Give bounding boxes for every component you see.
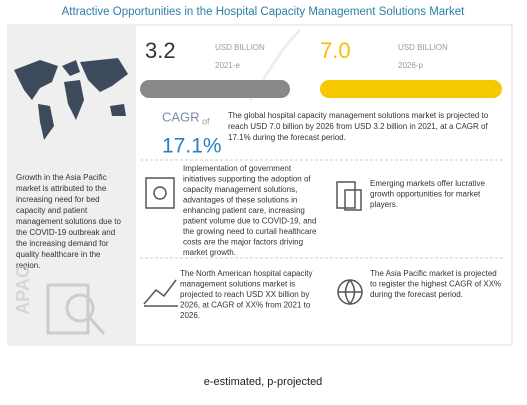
text-line: patient volume due to COVID-19, and — [183, 217, 316, 226]
left-text: Growth in the Asia Pacific market is attr… — [16, 173, 122, 270]
end-unit: USD BILLION — [398, 43, 448, 52]
start-bar — [140, 80, 290, 98]
text-line: advantages of these solutions in — [183, 196, 297, 205]
insights: Implementation of government initiatives … — [180, 164, 501, 320]
text-line: during the forecast period. — [370, 290, 463, 299]
text-line: quality healthcare in the — [16, 250, 101, 259]
text-line: the COVID-19 outbreak and — [16, 228, 115, 237]
text-line: region. — [16, 261, 40, 270]
text-line: initiatives supporting the adoption of — [183, 175, 311, 184]
text-line: growth opportunities for market — [370, 190, 481, 199]
text-line: players. — [370, 200, 398, 209]
text-line: to register the highest CAGR of XX% — [370, 280, 501, 289]
text-line: the growing need to curtail healthcare — [183, 227, 317, 236]
text-line: The North American hospital capacity — [180, 269, 313, 278]
title: Attractive Opportunities in the Hospital… — [62, 6, 466, 18]
text-line: management solutions market is — [180, 280, 295, 289]
cagr-value: 17.1% — [162, 135, 222, 158]
text-line: The global hospital capacity management … — [228, 111, 489, 120]
text-line: projected to reach USD XX billion by — [180, 290, 309, 299]
text-line: 2026, at CAGR of XX% from 2021 to — [180, 301, 311, 310]
magnifier-icon — [46, 283, 106, 335]
end-bar — [320, 80, 502, 98]
text-line: capacity and patient — [16, 206, 88, 215]
end-year: 2026-p — [398, 61, 423, 70]
text-line: market is attributed to the — [16, 184, 107, 193]
text-line: management solutions due to — [16, 217, 122, 226]
text-line: increasing need for bed — [16, 195, 100, 204]
text-line: 2026. — [180, 311, 200, 320]
world-map — [14, 58, 128, 140]
footnote: e-estimated, p-projected — [204, 376, 323, 388]
text-line: market growth. — [183, 248, 236, 257]
apac-label: APAC — [13, 265, 33, 315]
text-line: Implementation of government — [183, 164, 292, 173]
cagr-of: of — [202, 116, 210, 126]
end-value: 7.0 — [320, 38, 351, 63]
text-line: 17.1% during the forecast period. — [228, 133, 346, 142]
text-line: the increasing demand for — [16, 239, 109, 248]
text-line: reach USD 7.0 billion by 2026 from USD 3… — [228, 122, 488, 131]
cagr-label: CAGR — [162, 109, 200, 124]
icons — [143, 177, 363, 307]
text-line: The Asia Pacific market is projected — [370, 269, 497, 278]
text-line: capacity management solutions, — [183, 185, 297, 194]
text-line: Emerging markets offer lucrative — [370, 179, 486, 188]
start-unit: USD BILLION — [215, 43, 265, 52]
start-value: 3.2 — [145, 38, 176, 63]
text-line: costs are the major factors driving — [183, 238, 303, 247]
text-line: enhancing patient care, increasing — [183, 206, 305, 215]
cagr-text: The global hospital capacity management … — [228, 111, 489, 142]
text-line: Growth in the Asia Pacific — [16, 173, 107, 182]
start-year: 2021-e — [215, 61, 240, 70]
